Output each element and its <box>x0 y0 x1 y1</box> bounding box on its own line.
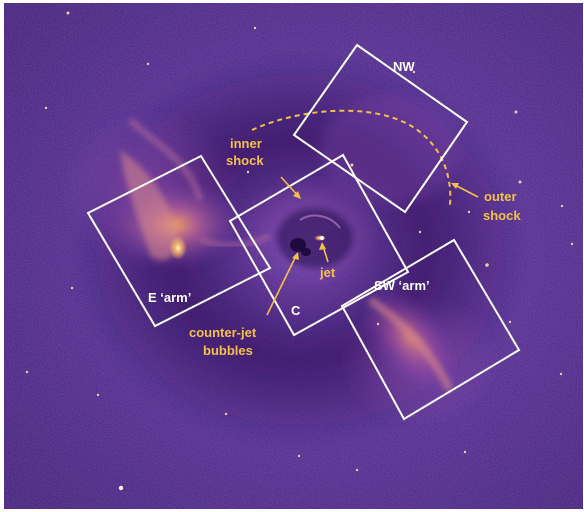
label-c: C <box>291 303 301 318</box>
label-sw-arm: SW ‘arm’ <box>374 278 430 293</box>
region-boxes <box>86 43 521 421</box>
outer-shock-arc <box>251 109 452 206</box>
label-counter-jet-line2: bubbles <box>203 343 253 358</box>
label-e-arm: E ‘arm’ <box>148 290 191 305</box>
region-box-c[interactable] <box>228 153 410 337</box>
region-box-nw[interactable] <box>292 43 469 214</box>
annotation-arrows <box>266 176 479 316</box>
label-outer-shock-line1: outer <box>484 189 517 204</box>
label-outer-shock-line2: shock <box>483 208 521 223</box>
outer-shock-arrow <box>454 184 479 198</box>
counter-jet-arrow <box>266 255 297 316</box>
central-core <box>277 208 353 268</box>
label-inner-shock-line1: inner <box>230 136 262 151</box>
sw-arm-emission <box>360 285 460 395</box>
label-jet: jet <box>319 265 336 280</box>
e-arm-emission <box>105 117 272 270</box>
label-nw: NW <box>393 59 415 74</box>
point-sources <box>25 11 574 491</box>
region-box-e-arm[interactable] <box>86 154 272 328</box>
label-counter-jet-line1: counter-jet <box>189 325 257 340</box>
region-box-sw-arm[interactable] <box>340 238 521 421</box>
label-inner-shock-line2: shock <box>226 153 264 168</box>
